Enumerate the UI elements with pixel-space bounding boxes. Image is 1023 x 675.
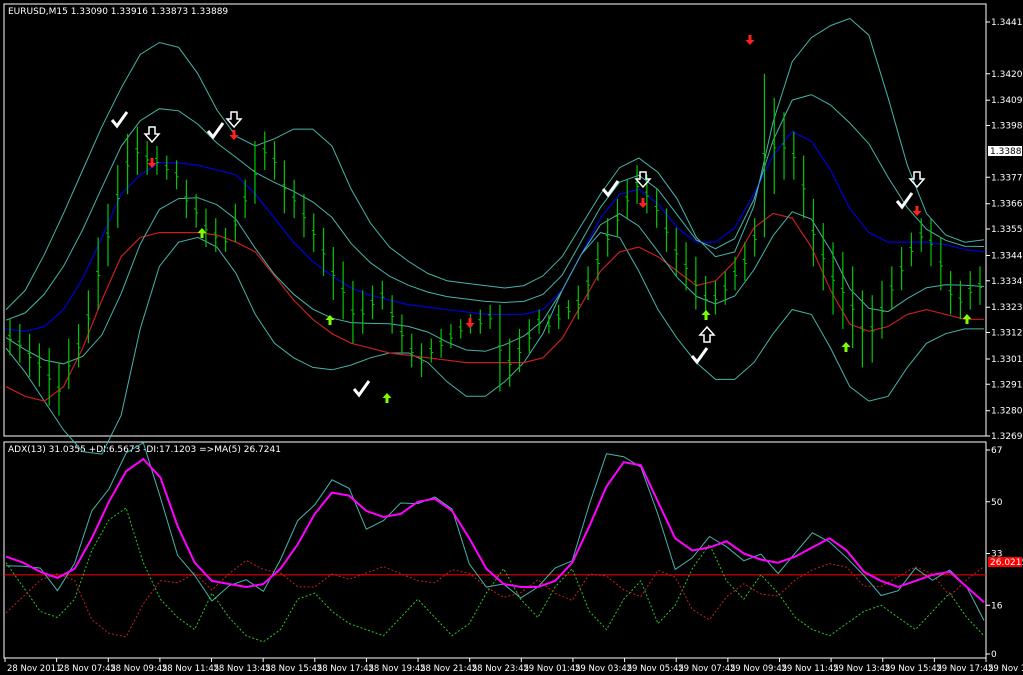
price-bars (8, 73, 982, 416)
adx-tick-label: 16 (991, 601, 1003, 611)
hollow-up-arrow-icon (698, 325, 716, 343)
green-up-arrow-icon (197, 228, 207, 238)
price-tick-label: 1.33985 (991, 122, 1023, 132)
price-tick-label: 1.32910 (991, 380, 1023, 390)
time-tick-label: 29 Nov 15:45 (885, 664, 942, 674)
adx-ma-line (5, 457, 985, 603)
hollow-down-arrow-icon (225, 111, 243, 129)
price-tick-label: 1.33445 (991, 251, 1023, 261)
red-down-arrow-icon (229, 130, 239, 140)
hollow-down-arrow-icon (634, 171, 652, 189)
adx-tick-label: 33 (991, 550, 1002, 560)
adx-raw-line (5, 441, 985, 621)
plus-di-line (5, 507, 985, 643)
adx-panel-frame (3, 441, 987, 659)
inner-band-upper-line (5, 94, 985, 321)
adx-tick-label: 67 (991, 446, 1002, 456)
time-tick-label: 29 Nov 17:45 (936, 664, 993, 674)
check-icon (690, 347, 709, 365)
time-tick-label: 29 Nov 01:45 (523, 664, 580, 674)
red-down-arrow-icon (745, 35, 755, 45)
time-tick-label: 28 Nov 11:45 (162, 664, 219, 674)
time-tick-label: 28 Nov 21:45 (420, 664, 477, 674)
price-tick-label: 1.33340 (991, 277, 1023, 287)
price-tick-label: 1.34200 (991, 70, 1023, 80)
red-down-arrow-icon (465, 318, 475, 328)
time-tick-label: 28 Nov 09:45 (110, 664, 167, 674)
time-tick-label: 29 Nov 07:45 (678, 664, 735, 674)
time-tick-label: 28 Nov 2011 (7, 664, 61, 674)
price-tick-label: 1.32800 (991, 407, 1023, 417)
time-tick-label: 29 Nov 19:45 (988, 664, 1023, 674)
current-price-tag: 1.33889 (990, 147, 1023, 157)
time-tick-label: 28 Nov 15:45 (265, 664, 322, 674)
signal-markers (110, 35, 972, 403)
time-tick-label: 29 Nov 05:45 (627, 664, 684, 674)
adx-lines (4, 441, 986, 643)
time-tick-label: 28 Nov 13:45 (214, 664, 271, 674)
level-tag-bg (988, 557, 1022, 567)
green-up-arrow-icon (382, 393, 392, 403)
time-tick-label: 28 Nov 23:45 (472, 664, 529, 674)
bollinger-lower-line (5, 232, 984, 455)
bollinger-mid-line (5, 130, 985, 332)
time-tick-label: 29 Nov 13:45 (833, 664, 890, 674)
check-icon (110, 111, 129, 129)
time-tick-label: 29 Nov 11:45 (781, 664, 838, 674)
price-tick-label: 1.34415 (991, 18, 1023, 28)
time-tick-label: 29 Nov 03:45 (575, 664, 632, 674)
price-axis: 1.34415 1.34200 1.34090 1.33985 1.33770 1.336… (986, 18, 1023, 442)
green-up-arrow-icon (841, 342, 851, 352)
hollow-down-arrow-icon (908, 171, 926, 189)
check-icon (601, 180, 620, 198)
price-panel-header: EURUSD,M15 1.33090 1.33916 1.33873 1.338… (8, 7, 228, 17)
adx-axis: 67 50 33 16 0 (986, 446, 1003, 660)
minus-di-line (5, 559, 985, 638)
price-tick-label: 1.33015 (991, 355, 1023, 365)
adx-tick-label: 50 (991, 498, 1003, 508)
time-tick-label: 28 Nov 07:45 (59, 664, 116, 674)
check-icon (352, 380, 371, 398)
adx-tick-label: 0 (991, 650, 997, 660)
check-icon (895, 192, 914, 210)
price-tick-label: 1.33770 (991, 173, 1023, 183)
price-tick-label: 1.33230 (991, 303, 1023, 313)
moving-average-line (5, 212, 984, 402)
bollinger-upper-line (5, 17, 985, 310)
time-tick-label: 28 Nov 19:45 (368, 664, 425, 674)
current-price-tag-bg (988, 146, 1022, 156)
adx-panel-header: ADX(13) 31.0355 +DI:6.5673 -DI:17.1203 =… (8, 445, 281, 455)
check-icon (206, 122, 225, 140)
time-tick-label: 28 Nov 17:45 (317, 664, 374, 674)
price-tick-label: 1.32695 (991, 432, 1023, 442)
inner-band-lower-line (5, 197, 985, 365)
bollinger-bands (5, 17, 985, 455)
price-tick-label: 1.34090 (991, 96, 1023, 106)
price-tick-label: 1.33125 (991, 329, 1023, 339)
hollow-down-arrow-icon (143, 126, 161, 144)
price-tick-label: 1.33660 (991, 200, 1023, 210)
green-up-arrow-icon (701, 310, 711, 320)
red-down-arrow-icon (147, 158, 157, 168)
green-up-arrow-icon (325, 315, 335, 325)
price-panel-frame (3, 3, 987, 437)
time-tick-label: 29 Nov 09:45 (730, 664, 787, 674)
green-up-arrow-icon (962, 314, 972, 324)
level-tag: 26.0215 (990, 558, 1023, 568)
price-tick-label: 1.33555 (991, 225, 1023, 235)
red-down-arrow-icon (638, 198, 648, 208)
red-down-arrow-icon (912, 206, 922, 216)
